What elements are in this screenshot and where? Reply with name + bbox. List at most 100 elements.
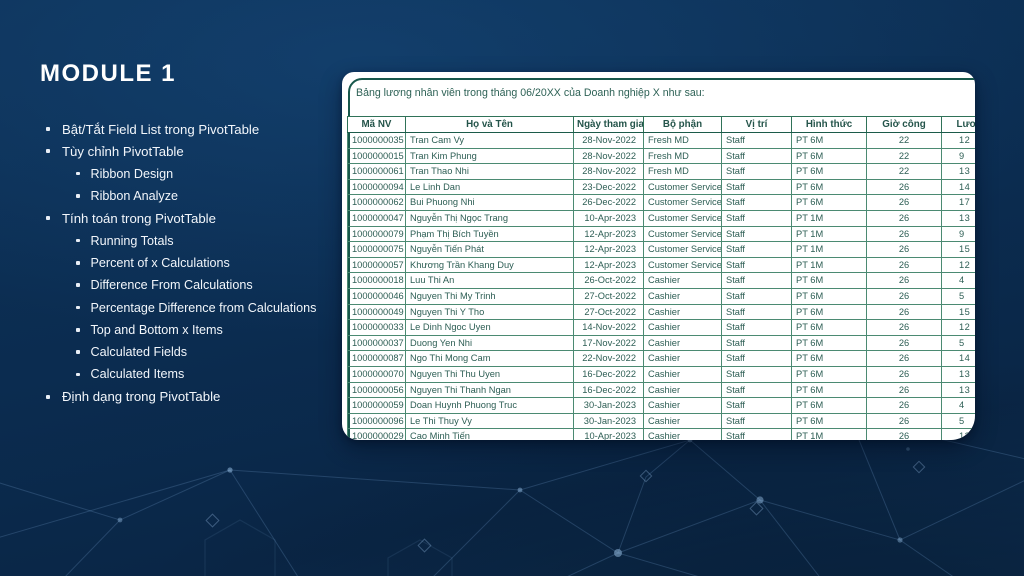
table-cell: Customer Service bbox=[643, 225, 722, 243]
table-row: 1000000033 Le Dinh Ngoc Uyen 14-Nov-2022 Ca… bbox=[347, 319, 975, 336]
table-cell: PT 1M bbox=[791, 225, 867, 243]
table-cell: 26 bbox=[866, 194, 942, 211]
bullet-item: Running Totals bbox=[40, 229, 316, 251]
table-cell: 27-Oct-2022 bbox=[573, 303, 644, 321]
table-cell: 26-Oct-2022 bbox=[573, 272, 644, 289]
column-header: Hình thức bbox=[791, 116, 867, 133]
table-cell: Staff bbox=[721, 147, 792, 165]
table-cell: Tran Thao Nhi bbox=[405, 163, 574, 180]
table-cell: Nguyễn Tiến Phát bbox=[405, 241, 574, 258]
table-cell: PT 6M bbox=[791, 303, 867, 321]
table-cell: 1000000037 bbox=[347, 334, 406, 352]
table-cell: 15 bbox=[941, 303, 975, 321]
bullet-item: Top and Bottom x Items bbox=[40, 319, 316, 341]
table-cell: 22 bbox=[866, 147, 942, 165]
table-cell: PT 6M bbox=[791, 194, 867, 211]
bullet-item: Calculated Items bbox=[40, 363, 316, 385]
table-row: 1000000046 Nguyen Thi My Trinh 27-Oct-2022… bbox=[347, 287, 975, 305]
table-cell: 15 bbox=[941, 241, 975, 258]
bullet-label: Tùy chỉnh PivotTable bbox=[62, 143, 184, 159]
table-cell: PT 6M bbox=[791, 163, 867, 180]
table-cell: 26 bbox=[866, 225, 942, 243]
table-cell: Customer Service bbox=[643, 241, 722, 258]
bullet-label: Percent of x Calculations bbox=[90, 255, 230, 270]
bullet-dot-icon bbox=[76, 372, 80, 377]
table-row: 1000000056 Nguyen Thi Thanh Ngan 16-Dec-20… bbox=[347, 381, 975, 399]
table-cell: 26 bbox=[866, 319, 942, 336]
table-cell: Nguyen Thi Thanh Ngan bbox=[405, 381, 574, 399]
table-cell: Tran Cam Vy bbox=[405, 132, 574, 149]
table-cell: PT 6M bbox=[791, 365, 867, 383]
column-header: Lương bbox=[941, 116, 975, 133]
table-cell: Cashier bbox=[643, 287, 722, 305]
table-row: 1000000070 Nguyen Thi Thu Uyen 16-Dec-2022… bbox=[347, 365, 975, 383]
table-cell: 4 bbox=[941, 272, 975, 289]
table-cell: 14 bbox=[941, 178, 975, 196]
table-cell: 17 bbox=[941, 194, 975, 211]
table-cell: 1000000096 bbox=[347, 412, 406, 430]
table-cell: Staff bbox=[721, 163, 792, 180]
table-cell: Khương Trần Khang Duy bbox=[405, 256, 574, 274]
bullet-label: Running Totals bbox=[90, 233, 174, 248]
table-cell: Le Linh Dan bbox=[405, 178, 574, 196]
bullet-label: Calculated Fields bbox=[90, 345, 188, 360]
table-row: 1000000049 Nguyen Thi Y Tho 27-Oct-2022 Cas… bbox=[347, 303, 975, 321]
table-cell: 4 bbox=[941, 397, 975, 414]
table-cell: 13 bbox=[941, 163, 975, 180]
table-cell: 26 bbox=[866, 241, 942, 258]
table-cell: 12-Apr-2023 bbox=[573, 225, 644, 243]
table-cell: Staff bbox=[721, 334, 792, 352]
table-cell: 27-Oct-2022 bbox=[573, 287, 644, 305]
table-cell: 1000000046 bbox=[347, 287, 406, 305]
column-header: Vị trí bbox=[721, 116, 792, 133]
table-cell: 1000000029 bbox=[347, 428, 406, 440]
table-cell: Luu Thi An bbox=[405, 272, 574, 289]
bullet-label: Tính toán trong PivotTable bbox=[62, 210, 216, 226]
table-cell: 10-Apr-2023 bbox=[573, 209, 644, 227]
table-cell: 12-Apr-2023 bbox=[573, 241, 644, 258]
table-row: 1000000018 Luu Thi An 26-Oct-2022 Cashier St… bbox=[347, 272, 975, 289]
table-row: 1000000059 Doan Huynh Phuong Truc 30-Jan-2… bbox=[347, 397, 975, 414]
bullet-label: Định dạng trong PivotTable bbox=[62, 389, 221, 405]
table-cell: Fresh MD bbox=[643, 147, 722, 165]
table-cell: Staff bbox=[721, 412, 792, 430]
table-cell: 26 bbox=[866, 412, 942, 430]
table-cell: 28-Nov-2022 bbox=[573, 147, 644, 165]
table-cell: Staff bbox=[721, 428, 792, 440]
table-cell: 16-Dec-2022 bbox=[573, 381, 644, 399]
table-cell: 28-Nov-2022 bbox=[573, 163, 644, 180]
table-cell: 1000000018 bbox=[347, 272, 406, 289]
table-cell: PT 6M bbox=[791, 412, 867, 430]
bullet-label: Ribbon Design bbox=[90, 166, 174, 181]
bullet-item: Ribbon Design bbox=[40, 163, 316, 185]
table-cell: Staff bbox=[721, 319, 792, 336]
table-row: 1000000075 Nguyễn Tiến Phát 12-Apr-2023 Cus… bbox=[347, 241, 975, 258]
table-cell: 13 bbox=[941, 381, 975, 399]
table-cell: Staff bbox=[721, 381, 792, 399]
bullet-label: Bật/Tắt Field List trong PivotTable bbox=[62, 121, 260, 137]
table-cell: PT 6M bbox=[791, 397, 867, 414]
table-cell: Cashier bbox=[643, 381, 722, 399]
table-cell: Le Thi Thuy Vy bbox=[405, 412, 574, 430]
bullet-dot-icon bbox=[46, 216, 50, 221]
bullet-label: Difference From Calculations bbox=[90, 278, 253, 293]
table-cell: 26-Dec-2022 bbox=[573, 194, 644, 211]
table-header: Mã NV Họ và Tên Ngày tham gia Bộ phận Vị trí… bbox=[347, 116, 975, 133]
table-cell: Staff bbox=[721, 350, 792, 367]
table-cell: Staff bbox=[721, 225, 792, 243]
bullet-dot-icon bbox=[76, 171, 80, 176]
table-cell: Nguyen Thi My Trinh bbox=[405, 287, 574, 305]
table-cell: 26 bbox=[866, 381, 942, 399]
table-cell: 14 bbox=[941, 350, 975, 367]
table-cell: Customer Service bbox=[643, 209, 722, 227]
table-cell: 1000000056 bbox=[347, 381, 406, 399]
bullet-item: Định dạng trong PivotTable bbox=[40, 386, 316, 408]
table-cell: PT 6M bbox=[791, 334, 867, 352]
bullet-item: Bật/Tắt Field List trong PivotTable bbox=[40, 118, 316, 140]
bullet-item: Ribbon Analyze bbox=[40, 185, 316, 207]
table-row: 1000000096 Le Thi Thuy Vy 30-Jan-2023 Cashi… bbox=[347, 412, 975, 430]
table-cell: Cashier bbox=[643, 397, 722, 414]
table-cell: 12 bbox=[941, 428, 975, 440]
bullet-label: Top and Bottom x Items bbox=[90, 322, 223, 337]
